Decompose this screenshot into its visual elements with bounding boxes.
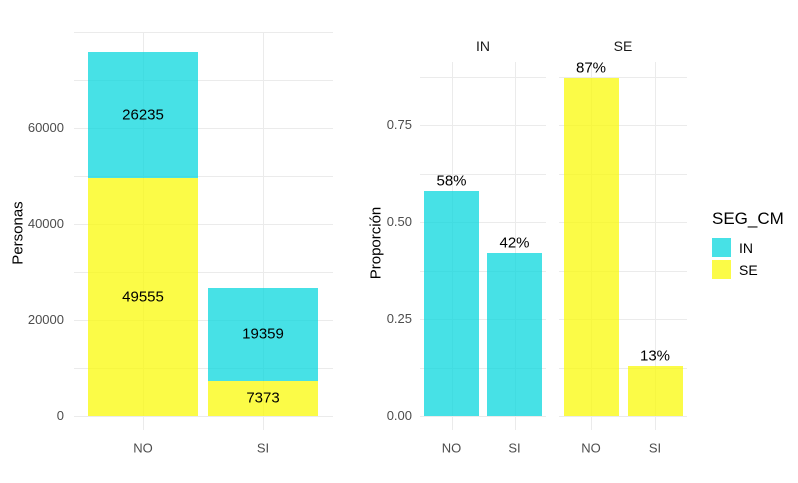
- legend-items: IN SE: [712, 238, 784, 279]
- gridline-minor: [559, 368, 687, 369]
- x-tick-label: SI: [256, 440, 270, 456]
- facet-strip-label-in: IN: [476, 38, 490, 54]
- legend-item-label: SE: [739, 261, 758, 278]
- bar-value-label: 19359: [242, 325, 284, 343]
- y-tick-label: 40000: [27, 216, 64, 231]
- gridline-major: [420, 125, 546, 126]
- gridline-major: [420, 319, 546, 320]
- gridline-major: [559, 416, 687, 417]
- bar-se-no: [563, 78, 619, 416]
- bar-segment-in-no: [88, 52, 198, 179]
- y-tick-label: 0.50: [386, 214, 412, 229]
- bar-se-si: [627, 365, 683, 416]
- bar-segment-in-si: [208, 287, 318, 381]
- y-tick-label: 0: [56, 408, 64, 423]
- gridline-minor: [559, 174, 687, 175]
- gridline-minor: [420, 368, 546, 369]
- percent-label: 13%: [639, 347, 671, 365]
- bar-segment-se-no: [88, 178, 198, 416]
- bar-value-label: 26235: [122, 106, 164, 124]
- gridline-x: [515, 62, 516, 430]
- gridline-major: [74, 320, 333, 321]
- gridline-minor: [420, 271, 546, 272]
- legend-title: SEG_CM: [712, 209, 784, 228]
- gridline-minor: [559, 271, 687, 272]
- percent-label: 58%: [436, 172, 467, 190]
- x-tick-label: NO: [581, 440, 601, 456]
- y-tick-label: 60000: [27, 120, 64, 135]
- gridline-major: [74, 416, 333, 417]
- gridline-major: [420, 416, 546, 417]
- gridline-major: [559, 125, 687, 126]
- legend-swatch-se: [712, 260, 731, 279]
- gridline-minor: [74, 368, 333, 369]
- y-tick-label: 20000: [27, 312, 64, 327]
- y-tick-label: 0.00: [386, 408, 412, 423]
- gridline-major: [74, 128, 333, 129]
- x-tick-label: NO: [133, 440, 153, 456]
- facet-strip-label-se: SE: [613, 38, 633, 54]
- bar-value-label: 7373: [246, 389, 280, 407]
- bar-segment-se-si: [208, 380, 318, 416]
- gridline-major: [559, 222, 687, 223]
- legend-swatch-in: [712, 238, 731, 257]
- gridline-minor: [420, 174, 546, 175]
- legend-item-label: IN: [739, 239, 753, 256]
- y-tick-label: 0.25: [386, 311, 412, 326]
- gridline-x: [263, 32, 264, 430]
- gridline-major: [74, 32, 333, 33]
- gridline-minor: [74, 80, 333, 81]
- gridline-minor: [74, 272, 333, 273]
- gridline-major: [74, 224, 333, 225]
- bar-value-label: 49555: [122, 288, 164, 306]
- gridline-major: [420, 222, 546, 223]
- x-tick-label: SI: [648, 440, 662, 456]
- y-axis-title-personas: Personas: [9, 201, 27, 265]
- gridline-minor: [74, 176, 333, 177]
- legend: SEG_CM IN SE: [712, 209, 784, 282]
- x-tick-label: NO: [441, 440, 462, 456]
- legend-item-se: SE: [712, 260, 784, 279]
- gridline-minor: [420, 77, 546, 78]
- bar-in-no: [424, 190, 479, 416]
- y-tick-label: 0.75: [386, 117, 412, 132]
- x-tick-label: SI: [508, 440, 521, 456]
- percent-label: 42%: [499, 234, 530, 252]
- percent-label: 87%: [575, 59, 607, 77]
- gridline-minor: [559, 77, 687, 78]
- gridline-x: [655, 62, 656, 430]
- gridline-major: [559, 319, 687, 320]
- bar-in-si: [487, 253, 542, 416]
- legend-item-in: IN: [712, 238, 784, 257]
